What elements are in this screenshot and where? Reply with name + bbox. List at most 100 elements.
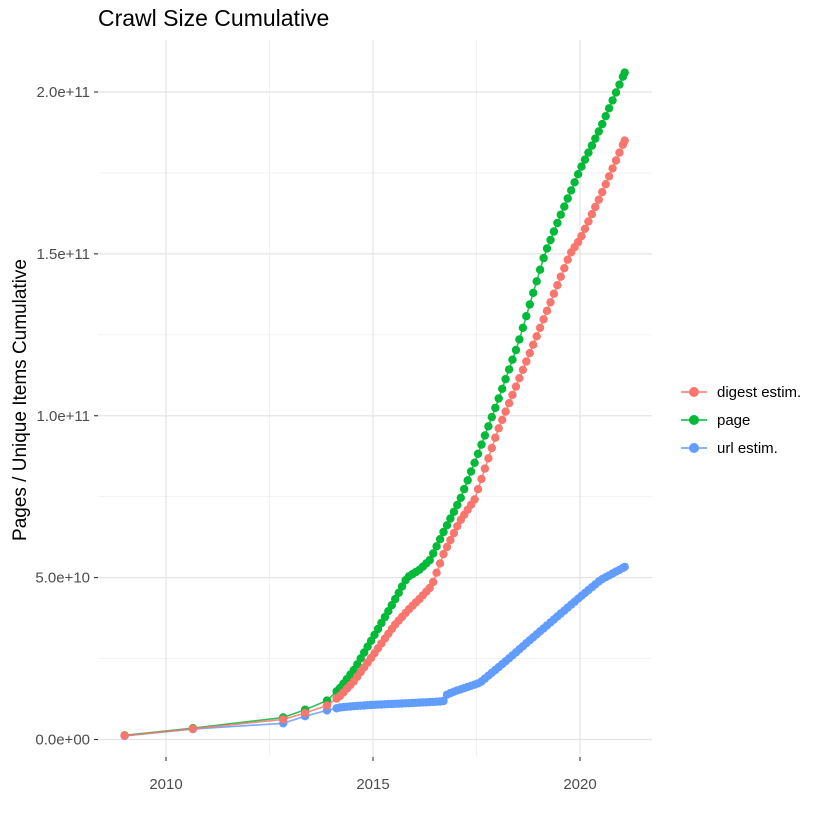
data-point bbox=[449, 507, 459, 516]
axis-ticks bbox=[94, 91, 581, 761]
data-point bbox=[598, 187, 607, 197]
data-point bbox=[473, 449, 483, 458]
data-point bbox=[563, 194, 572, 203]
data-point bbox=[511, 382, 521, 391]
data-point bbox=[601, 180, 610, 189]
data-point bbox=[525, 348, 534, 358]
data-point bbox=[300, 708, 310, 718]
data-point bbox=[470, 495, 479, 504]
data-point bbox=[439, 549, 448, 559]
y-tick-label: 0.0e+00 bbox=[35, 732, 90, 749]
series-page bbox=[120, 68, 629, 740]
gridlines-major bbox=[98, 40, 652, 757]
legend-key-url-estim-icon bbox=[681, 439, 707, 457]
data-point bbox=[532, 332, 541, 341]
data-point bbox=[449, 528, 459, 538]
y-tick-label: 1.0e+11 bbox=[36, 408, 90, 425]
data-point bbox=[522, 357, 531, 366]
data-point bbox=[594, 195, 603, 204]
data-point bbox=[594, 127, 603, 136]
data-point bbox=[615, 80, 624, 89]
data-point bbox=[553, 281, 562, 290]
data-point bbox=[563, 255, 572, 264]
data-point bbox=[473, 485, 483, 494]
legend-label: page bbox=[717, 411, 751, 429]
data-point bbox=[429, 577, 438, 587]
data-point bbox=[501, 374, 510, 384]
data-point bbox=[470, 458, 479, 467]
x-axis-labels: 2010 2015 2020 bbox=[149, 776, 596, 793]
data-point bbox=[553, 218, 562, 228]
data-point bbox=[477, 440, 486, 449]
data-point bbox=[549, 289, 559, 298]
data-point bbox=[535, 323, 545, 332]
data-point bbox=[391, 594, 400, 604]
data-point bbox=[556, 210, 565, 219]
x-tick-label: 2020 bbox=[563, 776, 596, 793]
data-point bbox=[591, 134, 600, 143]
data-point bbox=[397, 582, 407, 591]
series-url-estim bbox=[120, 562, 629, 741]
data-point bbox=[435, 535, 445, 544]
legend-item-page: page bbox=[681, 406, 801, 434]
data-point bbox=[442, 521, 452, 530]
legend-key-digest-estim-icon bbox=[681, 383, 707, 401]
data-point bbox=[487, 412, 496, 422]
data-point bbox=[608, 164, 617, 173]
data-point bbox=[542, 244, 552, 253]
data-point bbox=[615, 148, 624, 157]
data-point bbox=[394, 588, 403, 597]
data-point bbox=[522, 312, 531, 321]
y-tick-label: 1.5e+11 bbox=[36, 246, 90, 263]
data-point bbox=[573, 170, 583, 179]
data-point bbox=[580, 224, 590, 233]
series-digest-estim bbox=[120, 136, 629, 740]
data-point bbox=[484, 422, 493, 431]
data-point bbox=[508, 390, 517, 400]
data-point bbox=[620, 136, 629, 145]
data-point bbox=[120, 731, 129, 740]
data-point bbox=[567, 186, 576, 195]
data-point bbox=[518, 323, 528, 332]
legend-item-digest-estim: digest estim. bbox=[681, 378, 801, 406]
data-point bbox=[466, 467, 476, 476]
data-point bbox=[539, 315, 548, 324]
data-point bbox=[620, 562, 629, 572]
data-point bbox=[460, 484, 469, 494]
data-point bbox=[279, 715, 288, 724]
data-point bbox=[515, 374, 524, 383]
data-point bbox=[453, 522, 462, 531]
data-point bbox=[525, 300, 534, 309]
data-point bbox=[456, 493, 465, 502]
y-axis-labels: 2.0e+11 1.5e+11 1.0e+11 5.0e+10 0.0e+00 bbox=[35, 84, 90, 749]
data-point bbox=[484, 454, 493, 463]
data-point bbox=[494, 394, 503, 403]
data-point bbox=[491, 433, 500, 442]
data-point bbox=[570, 178, 579, 187]
y-tick-label: 5.0e+10 bbox=[35, 570, 90, 587]
data-point bbox=[480, 431, 490, 440]
data-point bbox=[560, 202, 569, 211]
data-point bbox=[604, 104, 614, 113]
data-point bbox=[580, 155, 590, 164]
data-point bbox=[587, 210, 597, 219]
data-point bbox=[515, 335, 524, 344]
data-point bbox=[535, 265, 545, 274]
legend-label: digest estim. bbox=[717, 383, 802, 401]
data-point bbox=[446, 514, 455, 523]
data-point bbox=[387, 601, 396, 610]
data-point bbox=[477, 474, 486, 484]
data-point bbox=[577, 231, 586, 241]
data-point bbox=[620, 68, 629, 77]
data-point bbox=[556, 272, 565, 281]
data-point bbox=[432, 542, 441, 551]
data-point bbox=[494, 424, 503, 433]
data-point bbox=[322, 701, 332, 710]
data-point bbox=[453, 500, 462, 510]
data-point bbox=[529, 288, 538, 298]
data-point bbox=[611, 156, 621, 165]
legend-label: url estim. bbox=[717, 439, 778, 457]
data-point bbox=[587, 141, 597, 150]
